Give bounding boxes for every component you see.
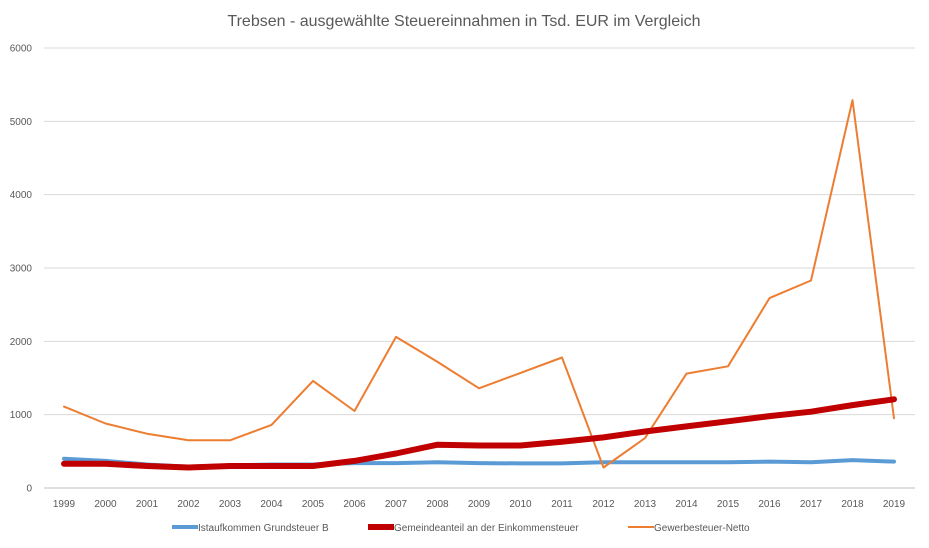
y-tick-label: 1000 <box>10 410 33 421</box>
y-tick-label: 0 <box>26 484 32 495</box>
x-tick-label: 2007 <box>385 499 408 510</box>
x-tick-label: 2017 <box>800 499 823 510</box>
legend-label: Gemeindeanteil an der Einkommensteuer <box>394 523 579 534</box>
x-tick-label: 2014 <box>675 499 698 510</box>
y-tick-label: 5000 <box>10 117 33 128</box>
x-tick-label: 2004 <box>260 499 283 510</box>
x-tick-label: 2018 <box>841 499 864 510</box>
x-axis-ticks: 1999 2000 2001 2002 2003 2004 2005 2006 2007 2008… <box>53 499 906 510</box>
series-line-2 <box>61 396 897 471</box>
series-lines <box>61 99 897 471</box>
legend-label: Gewerbesteuer-Netto <box>654 523 750 534</box>
x-tick-label: 2008 <box>426 499 449 510</box>
x-tick-label: 2012 <box>592 499 615 510</box>
x-tick-label: 2002 <box>177 499 200 510</box>
chart-title: Trebsen - ausgewählte Steuereinnahmen in… <box>227 13 700 30</box>
x-tick-label: 2019 <box>883 499 906 510</box>
x-tick-label: 2003 <box>219 499 242 510</box>
x-tick-label: 2011 <box>551 499 573 510</box>
y-axis-ticks: 0 1000 2000 3000 4000 5000 6000 <box>10 44 33 495</box>
x-tick-label: 2005 <box>302 499 325 510</box>
x-tick-label: 2015 <box>717 499 740 510</box>
legend-label: Istaufkommen Grundsteuer B <box>198 523 329 534</box>
x-tick-label: 2010 <box>509 499 532 510</box>
legend: Istaufkommen Grundsteuer B Gemeindeanteil… <box>172 523 750 534</box>
gridlines <box>44 47 915 416</box>
y-tick-label: 3000 <box>10 264 33 275</box>
x-tick-label: 2013 <box>634 499 657 510</box>
x-tick-label: 2009 <box>468 499 491 510</box>
y-tick-label: 6000 <box>10 44 33 55</box>
x-tick-label: 2001 <box>136 499 159 510</box>
series-line-3 <box>63 99 895 469</box>
y-tick-label: 4000 <box>10 190 33 201</box>
x-tick-label: 2016 <box>758 499 781 510</box>
x-tick-label: 2000 <box>94 499 117 510</box>
y-tick-label: 2000 <box>10 337 33 348</box>
x-tick-label: 1999 <box>53 499 76 510</box>
x-tick-label: 2006 <box>343 499 366 510</box>
